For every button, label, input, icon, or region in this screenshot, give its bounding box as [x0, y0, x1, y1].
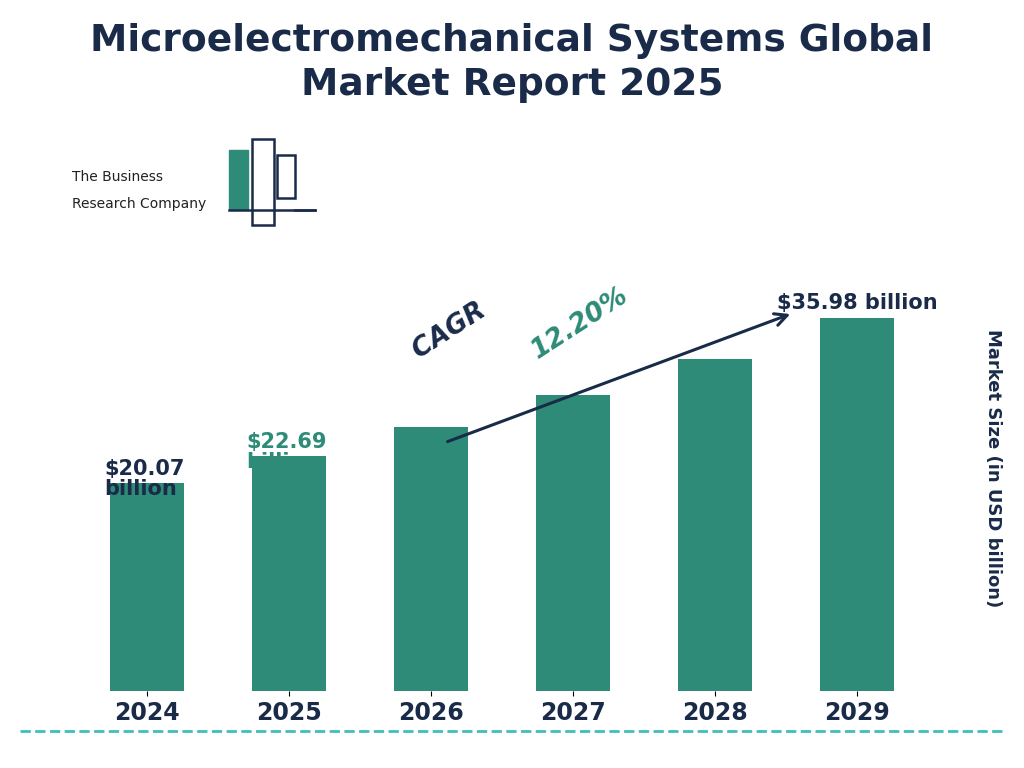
- Bar: [678, 359, 752, 691]
- Text: 12.20%: 12.20%: [526, 283, 633, 364]
- Text: $22.69: $22.69: [246, 432, 327, 452]
- Bar: [820, 319, 894, 691]
- Text: Microelectromechanical Systems Global
Market Report 2025: Microelectromechanical Systems Global Ma…: [90, 23, 934, 104]
- Bar: [536, 396, 609, 691]
- Text: $20.07: $20.07: [104, 459, 184, 479]
- Bar: [252, 139, 273, 225]
- Text: CAGR: CAGR: [408, 293, 499, 364]
- Text: billion: billion: [104, 478, 177, 499]
- Bar: [110, 483, 183, 691]
- Bar: [276, 155, 295, 198]
- Text: billion: billion: [246, 452, 318, 472]
- Bar: [394, 428, 468, 691]
- Text: The Business: The Business: [72, 170, 163, 184]
- Bar: [252, 456, 326, 691]
- Text: Research Company: Research Company: [72, 197, 206, 210]
- Bar: [229, 150, 248, 209]
- Text: $35.98 billion: $35.98 billion: [776, 293, 937, 313]
- Text: Market Size (in USD billion): Market Size (in USD billion): [984, 329, 1002, 607]
